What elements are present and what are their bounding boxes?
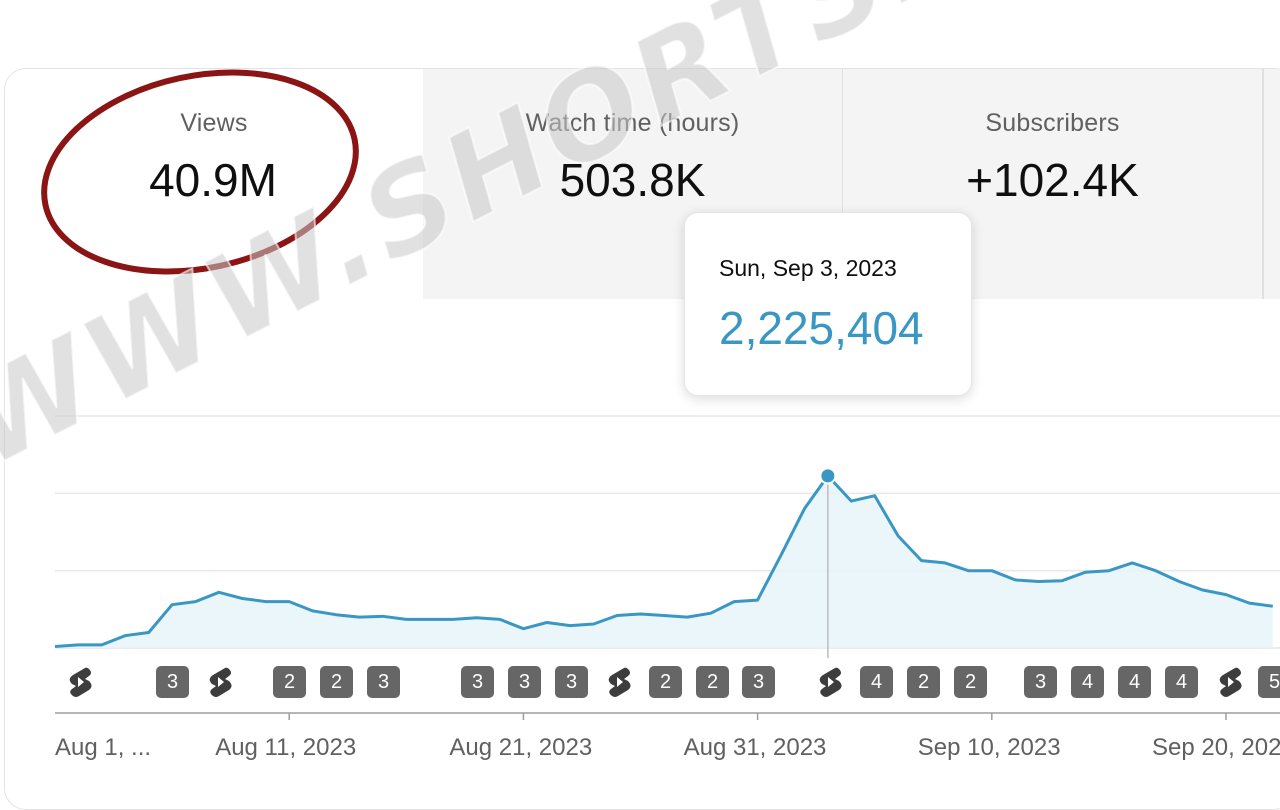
video-count-badge[interactable]: 4 <box>1165 666 1198 698</box>
video-count-badge[interactable]: 2 <box>954 666 987 698</box>
video-count-badge[interactable]: 3 <box>367 666 400 698</box>
video-count-badge[interactable]: 4 <box>1071 666 1104 698</box>
video-count-badge[interactable]: 4 <box>1118 666 1151 698</box>
video-count-badge[interactable]: 3 <box>555 666 588 698</box>
video-count-badge[interactable]: 2 <box>320 666 353 698</box>
x-tick-label: Aug 31, 2023 <box>683 734 827 761</box>
video-count-badge[interactable]: 3 <box>1024 666 1057 698</box>
series-line <box>54 474 1273 648</box>
tab-more[interactable] <box>1263 69 1280 299</box>
video-count-badge[interactable]: 2 <box>907 666 940 698</box>
shorts-icon[interactable] <box>1215 665 1245 699</box>
series-area <box>55 475 1273 648</box>
video-count-badge[interactable]: 2 <box>273 666 306 698</box>
highlight-point <box>819 467 837 485</box>
subscribers-label: Subscribers <box>985 109 1120 137</box>
shorts-icon[interactable] <box>815 665 845 699</box>
video-count-badge[interactable]: 3 <box>461 666 494 698</box>
x-tick-label: Aug 11, 2023 <box>215 734 357 761</box>
video-count-badge[interactable]: 4 <box>860 666 893 698</box>
video-count-badge[interactable]: 3 <box>742 666 775 698</box>
video-count-badge[interactable]: 3 <box>508 666 541 698</box>
x-tick-label: Aug 1, ... <box>55 734 152 761</box>
shorts-icon[interactable] <box>604 665 634 699</box>
tooltip-date: Sun, Sep 3, 2023 <box>719 255 897 281</box>
x-tick-label: Sep 10, 2023 <box>917 734 1061 761</box>
subscribers-value: +102.4K <box>966 154 1139 206</box>
tooltip-value: 2,225,404 <box>719 302 924 354</box>
watch-time-value: 503.8K <box>559 154 706 206</box>
shorts-icon[interactable] <box>65 665 95 699</box>
video-count-badge[interactable]: 2 <box>649 666 682 698</box>
video-count-badge[interactable]: 5 <box>1258 666 1280 698</box>
video-count-badge[interactable]: 2 <box>696 666 729 698</box>
x-tick-label: Aug 21, 2023 <box>449 734 593 761</box>
watch-time-label: Watch time (hours) <box>525 109 740 137</box>
video-count-badge[interactable]: 3 <box>156 666 189 698</box>
x-tick-label: Sep 20, 2023 <box>1152 734 1280 761</box>
chart-tooltip: Sun, Sep 3, 2023 2,225,404 <box>684 212 972 396</box>
shorts-icon[interactable] <box>205 665 235 699</box>
